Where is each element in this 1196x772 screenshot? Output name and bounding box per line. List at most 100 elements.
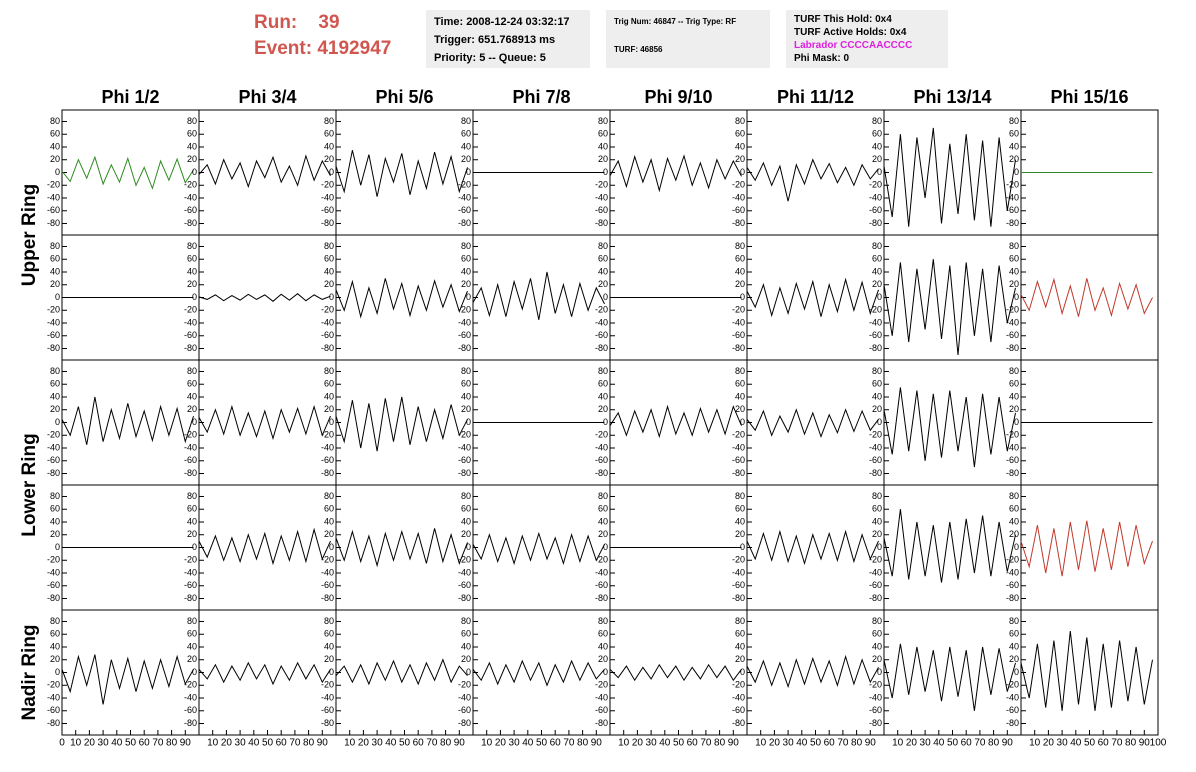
y-tick-label: 20 [50,154,60,164]
x-tick-label: 10 [344,738,356,749]
y-tick-label: -60 [321,205,334,215]
y-tick-label: -40 [47,567,60,577]
x-tick-label: 40 [248,738,260,749]
y-tick-label: -60 [1006,330,1019,340]
panel-frame [472,234,611,361]
y-tick-label: -40 [458,192,471,202]
info-line: Priority: 5 -- Queue: 5 [434,52,546,64]
x-tick-label: 10 [755,738,767,749]
waveform [746,654,879,689]
waveform [198,154,331,189]
y-tick-label: -20 [1006,430,1019,440]
waveform [61,396,194,445]
y-tick-label: -80 [1006,593,1019,603]
y-tick-label: -60 [732,330,745,340]
waveform [883,387,1016,468]
y-tick-label: 80 [324,366,334,376]
y-tick-label: 60 [324,504,334,514]
y-tick-label: 20 [50,404,60,414]
column-header: Phi 7/8 [512,87,570,107]
y-tick-label: -80 [732,468,745,478]
y-tick-label: 20 [50,279,60,289]
y-tick-label: 80 [461,366,471,376]
y-tick-label: 20 [598,654,608,664]
y-tick-label: 0 [55,667,60,677]
y-tick-label: 0 [192,417,197,427]
column-header: Phi 11/12 [777,87,854,107]
x-tick-label: 30 [783,738,795,749]
waveform [883,259,1016,355]
y-tick-label: 40 [461,266,471,276]
y-tick-label: 20 [461,404,471,414]
y-tick-label: 80 [324,616,334,626]
y-tick-label: 80 [50,616,60,626]
y-tick-label: -80 [595,343,608,353]
y-tick-label: 80 [324,116,334,126]
y-tick-label: 0 [1014,667,1019,677]
y-tick-label: 20 [461,654,471,664]
y-tick-label: -80 [184,343,197,353]
y-tick-label: -20 [732,305,745,315]
y-tick-label: 0 [603,292,608,302]
y-tick-label: 0 [466,417,471,427]
y-tick-label: 0 [1014,167,1019,177]
y-tick-label: -20 [1006,180,1019,190]
y-tick-label: 60 [735,504,745,514]
y-tick-label: 0 [55,417,60,427]
x-tick-label: 20 [906,738,918,749]
y-tick-label: -20 [184,180,197,190]
x-tick-label: 80 [1125,738,1137,749]
y-tick-label: 40 [598,391,608,401]
y-tick-label: -60 [321,580,334,590]
x-tick-label: 20 [358,738,370,749]
x-tick-label: 90 [317,738,329,749]
y-tick-label: -20 [595,305,608,315]
y-tick-label: 40 [872,516,882,526]
x-tick-label: 90 [591,738,603,749]
y-tick-label: 80 [1009,366,1019,376]
y-tick-label: -60 [458,205,471,215]
y-tick-label: 80 [50,241,60,251]
y-tick-label: -60 [47,580,60,590]
y-tick-label: 0 [1014,542,1019,552]
y-tick-label: -20 [458,680,471,690]
row-label: Nadir Ring [19,624,40,720]
y-tick-label: -60 [732,580,745,590]
y-tick-label: -60 [458,705,471,715]
y-tick-label: -40 [184,192,197,202]
x-tick-label: 90 [865,738,877,749]
y-tick-label: -40 [732,317,745,327]
y-tick-label: 0 [603,167,608,177]
y-tick-label: 60 [50,379,60,389]
y-tick-label: 0 [466,667,471,677]
y-tick-label: 60 [598,254,608,264]
y-tick-label: -80 [47,593,60,603]
y-tick-label: 0 [877,542,882,552]
y-tick-label: -80 [732,718,745,728]
y-tick-label: -40 [321,442,334,452]
y-tick-label: -20 [47,430,60,440]
y-tick-label: -20 [595,680,608,690]
y-tick-label: -60 [869,205,882,215]
y-tick-label: 20 [735,529,745,539]
waveform [609,404,742,439]
y-tick-label: 60 [50,129,60,139]
y-tick-label: 40 [598,266,608,276]
panel-frame [1020,234,1159,361]
x-tick-label: 50 [673,738,685,749]
y-tick-label: 80 [1009,616,1019,626]
y-tick-label: 80 [1009,491,1019,501]
y-tick-label: 60 [872,629,882,639]
info-line: TURF Active Holds: 0x4 [794,27,907,38]
y-tick-label: 40 [324,516,334,526]
x-tick-label: 70 [837,738,849,749]
y-tick-label: 20 [872,404,882,414]
y-tick-label: -20 [458,180,471,190]
y-tick-label: 20 [461,154,471,164]
x-tick-label: 20 [1043,738,1055,749]
y-tick-label: 80 [1009,116,1019,126]
x-tick-label: 70 [700,738,712,749]
y-tick-label: 20 [735,154,745,164]
x-tick-label: 90 [454,738,466,749]
